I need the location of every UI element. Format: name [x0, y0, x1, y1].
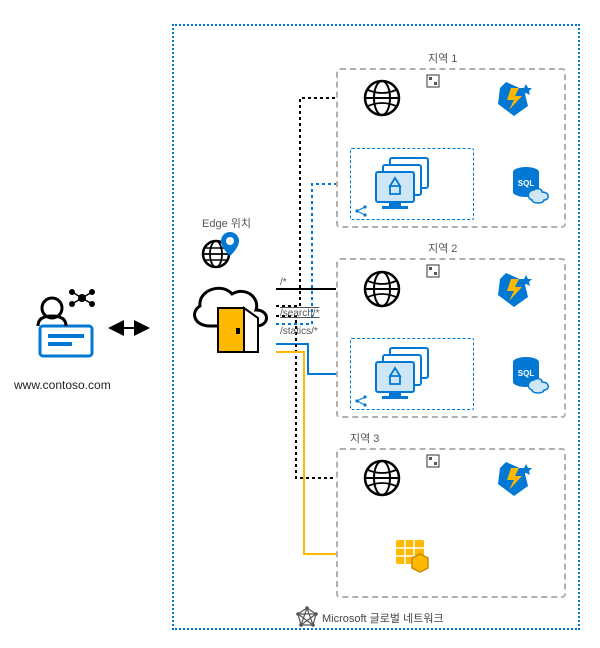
region2-corner-icon: [426, 264, 440, 278]
region1-web-globe-icon: [362, 78, 402, 118]
path-root-label: /*: [280, 277, 287, 288]
region1-label: 지역 1: [428, 50, 457, 66]
region2-lb-icon: [354, 394, 368, 408]
url-label: www.contoso.com: [14, 378, 111, 392]
svg-text:SQL: SQL: [518, 369, 535, 378]
footer-label: Microsoft 글로벌 네트워크: [322, 610, 444, 626]
region2-vm-stack-icon: [372, 346, 432, 402]
globe-pin-icon: [200, 230, 240, 270]
region1-corner-icon: [426, 74, 440, 88]
cloud-frontdoor-icon: [184, 276, 274, 360]
path-statics-label: /statics/*: [280, 326, 318, 337]
region3-web-globe-icon: [362, 458, 402, 498]
region1-vm-stack-icon: [372, 156, 432, 212]
region2-label: 지역 2: [428, 240, 457, 256]
network-mesh-icon: [296, 606, 318, 628]
region3-function-icon: [494, 458, 534, 498]
region1-function-icon: [494, 78, 534, 118]
region3-storage-icon: [392, 534, 432, 574]
region2-function-icon: [494, 269, 534, 309]
diagram-canvas: 지역 1 지역 2 지역 3 Edge 위치 /* /search/* /sta…: [0, 0, 600, 648]
region3-label: 지역 3: [350, 430, 379, 446]
user-client-icon: [30, 280, 102, 360]
path-search-label: /search/*: [280, 308, 319, 319]
region3-corner-icon: [426, 454, 440, 468]
edge-location-label: Edge 위치: [202, 215, 251, 231]
region1-sql-db-icon: SQL: [510, 164, 550, 204]
region2-sql-db-icon: SQL: [510, 354, 550, 394]
svg-text:SQL: SQL: [518, 179, 535, 188]
region1-lb-icon: [354, 204, 368, 218]
region2-web-globe-icon: [362, 269, 402, 309]
